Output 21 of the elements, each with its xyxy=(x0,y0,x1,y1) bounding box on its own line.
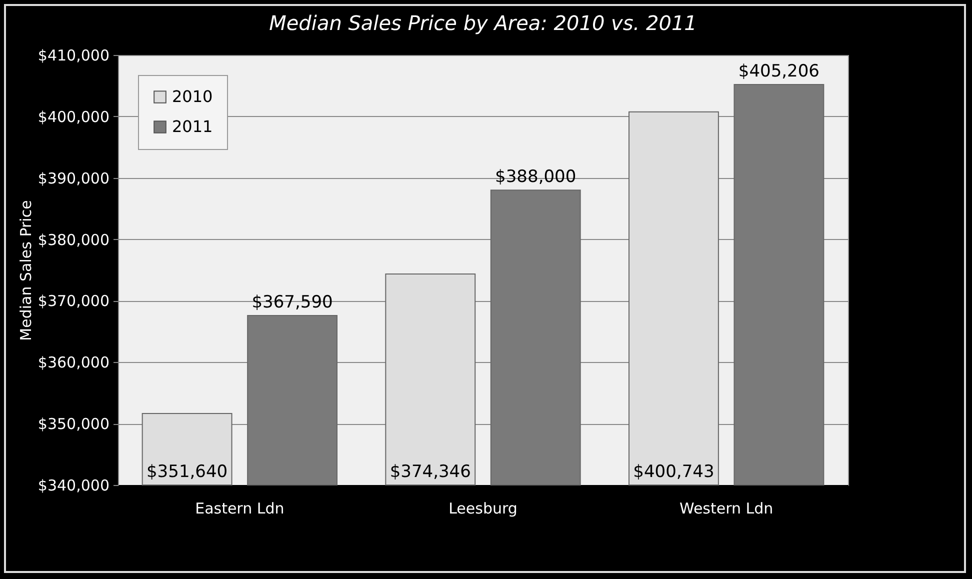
data-label: $405,206 xyxy=(738,61,820,82)
x-tick-label: Eastern Ldn xyxy=(195,500,284,518)
data-label: $351,640 xyxy=(146,462,228,482)
y-tick-label: $400,000 xyxy=(38,108,110,126)
legend-label: 2010 xyxy=(172,87,213,106)
x-tick-label: Western Ldn xyxy=(679,500,774,518)
data-label: $400,743 xyxy=(633,462,714,482)
data-label: $374,346 xyxy=(390,462,471,482)
chart-title: Median Sales Price by Area: 2010 vs. 2011 xyxy=(269,11,697,35)
y-tick-label: $410,000 xyxy=(38,46,110,64)
y-tick-label: $370,000 xyxy=(38,292,110,310)
y-tick-label: $360,000 xyxy=(38,354,110,372)
data-label: $367,590 xyxy=(252,292,333,313)
y-tick-label: $340,000 xyxy=(38,476,110,494)
y-tick-label: $350,000 xyxy=(38,415,110,434)
y-axis-title: Median Sales Price xyxy=(16,200,35,341)
x-tick-label: Leesburg xyxy=(448,500,518,518)
y-tick-label: $380,000 xyxy=(38,230,110,249)
data-label: $388,000 xyxy=(495,167,576,188)
y-tick-label: $390,000 xyxy=(38,169,110,188)
legend-label: 2011 xyxy=(172,117,213,136)
